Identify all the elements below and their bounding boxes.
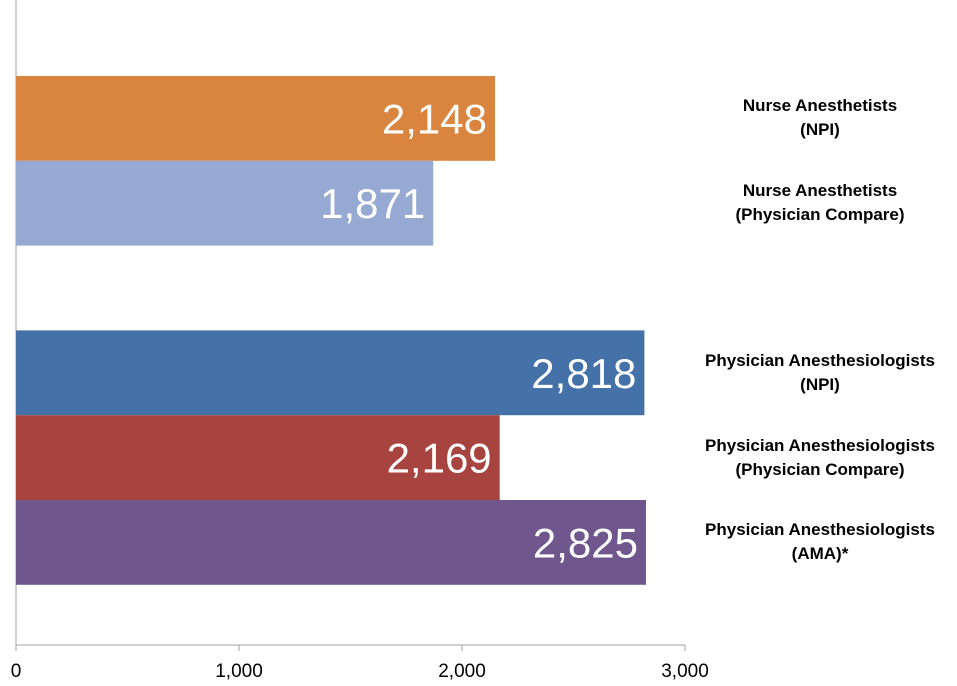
value-label: 2,169 (387, 435, 492, 482)
value-label: 1,871 (320, 180, 425, 227)
category-label: Physician Anesthesiologists (Physician C… (705, 435, 935, 479)
bar (16, 160, 434, 246)
bar (16, 76, 496, 161)
x-tick-label: 0 (11, 661, 22, 682)
category-label: Nurse Anesthetists (Physician Compare) (735, 181, 905, 225)
value-label: 2,825 (533, 519, 638, 566)
category-label: Physician Anesthesiologists (AMA)* (705, 520, 935, 564)
category-label: Physician Anesthesiologists (NPI) (705, 350, 935, 394)
bar (16, 500, 646, 585)
value-label: 2,148 (382, 95, 487, 142)
x-tick-label: 1,000 (215, 661, 263, 682)
category-label: Nurse Anesthetists (NPI) (742, 96, 898, 140)
x-tick-label: 2,000 (438, 661, 486, 682)
value-label: 2,818 (531, 350, 636, 397)
bar (16, 415, 500, 500)
x-tick-label: 3,000 (661, 661, 709, 682)
bar (16, 330, 645, 416)
